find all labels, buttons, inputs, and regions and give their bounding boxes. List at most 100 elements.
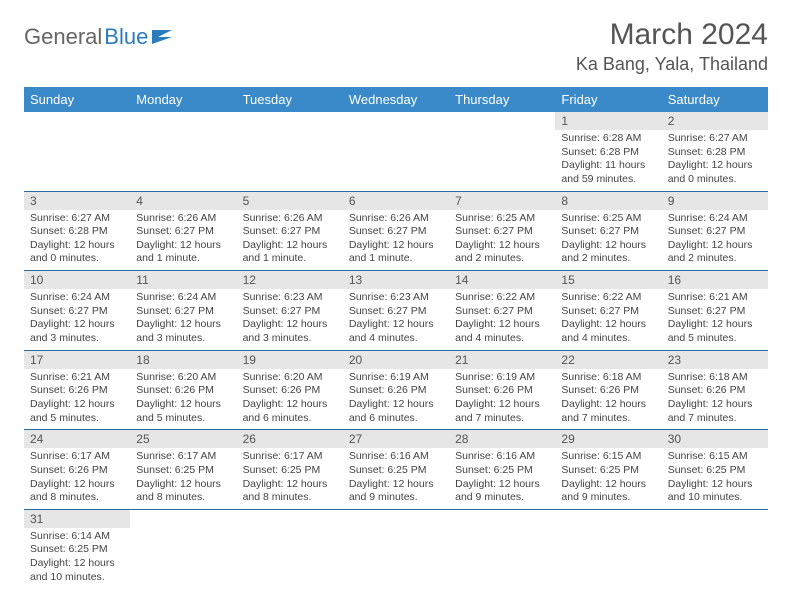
weekday-header: Tuesday (237, 87, 343, 112)
day-body: Sunrise: 6:19 AMSunset: 6:26 PMDaylight:… (343, 369, 449, 430)
daylight-text: Daylight: 12 hours and 6 minutes. (243, 398, 337, 425)
sunrise-text: Sunrise: 6:21 AM (668, 291, 762, 305)
day-body: Sunrise: 6:23 AMSunset: 6:27 PMDaylight:… (237, 289, 343, 350)
daylight-text: Daylight: 12 hours and 5 minutes. (136, 398, 230, 425)
day-number: 10 (24, 271, 130, 289)
calendar-row: 31Sunrise: 6:14 AMSunset: 6:25 PMDayligh… (24, 509, 768, 588)
day-body: Sunrise: 6:22 AMSunset: 6:27 PMDaylight:… (555, 289, 661, 350)
logo-text-2: Blue (104, 24, 148, 50)
day-number: 7 (449, 192, 555, 210)
day-number: 16 (662, 271, 768, 289)
calendar-cell: 27Sunrise: 6:16 AMSunset: 6:25 PMDayligh… (343, 430, 449, 510)
day-number: 26 (237, 430, 343, 448)
sunset-text: Sunset: 6:27 PM (561, 305, 655, 319)
day-number: 17 (24, 351, 130, 369)
sunset-text: Sunset: 6:25 PM (561, 464, 655, 478)
day-number: 29 (555, 430, 661, 448)
calendar-cell: 4Sunrise: 6:26 AMSunset: 6:27 PMDaylight… (130, 191, 236, 271)
sunrise-text: Sunrise: 6:15 AM (561, 450, 655, 464)
calendar-cell: 1Sunrise: 6:28 AMSunset: 6:28 PMDaylight… (555, 112, 661, 191)
weekday-header-row: Sunday Monday Tuesday Wednesday Thursday… (24, 87, 768, 112)
sunrise-text: Sunrise: 6:16 AM (349, 450, 443, 464)
day-body: Sunrise: 6:19 AMSunset: 6:26 PMDaylight:… (449, 369, 555, 430)
weekday-header: Sunday (24, 87, 130, 112)
day-number: 27 (343, 430, 449, 448)
calendar-cell (24, 112, 130, 191)
sunset-text: Sunset: 6:27 PM (561, 225, 655, 239)
sunrise-text: Sunrise: 6:25 AM (455, 212, 549, 226)
calendar-cell (343, 112, 449, 191)
calendar-cell: 29Sunrise: 6:15 AMSunset: 6:25 PMDayligh… (555, 430, 661, 510)
day-body: Sunrise: 6:15 AMSunset: 6:25 PMDaylight:… (662, 448, 768, 509)
day-body: Sunrise: 6:21 AMSunset: 6:26 PMDaylight:… (24, 369, 130, 430)
day-number: 20 (343, 351, 449, 369)
calendar-cell: 17Sunrise: 6:21 AMSunset: 6:26 PMDayligh… (24, 350, 130, 430)
calendar-cell: 31Sunrise: 6:14 AMSunset: 6:25 PMDayligh… (24, 509, 130, 588)
calendar-cell: 28Sunrise: 6:16 AMSunset: 6:25 PMDayligh… (449, 430, 555, 510)
day-number: 31 (24, 510, 130, 528)
sunset-text: Sunset: 6:25 PM (30, 543, 124, 557)
sunset-text: Sunset: 6:26 PM (561, 384, 655, 398)
sunrise-text: Sunrise: 6:20 AM (243, 371, 337, 385)
day-number: 15 (555, 271, 661, 289)
sunrise-text: Sunrise: 6:28 AM (561, 132, 655, 146)
day-body: Sunrise: 6:26 AMSunset: 6:27 PMDaylight:… (237, 210, 343, 271)
sunset-text: Sunset: 6:25 PM (136, 464, 230, 478)
day-body: Sunrise: 6:23 AMSunset: 6:27 PMDaylight:… (343, 289, 449, 350)
day-body: Sunrise: 6:22 AMSunset: 6:27 PMDaylight:… (449, 289, 555, 350)
daylight-text: Daylight: 12 hours and 4 minutes. (349, 318, 443, 345)
sunrise-text: Sunrise: 6:21 AM (30, 371, 124, 385)
calendar-cell: 22Sunrise: 6:18 AMSunset: 6:26 PMDayligh… (555, 350, 661, 430)
sunrise-text: Sunrise: 6:16 AM (455, 450, 549, 464)
day-number: 25 (130, 430, 236, 448)
calendar-cell: 9Sunrise: 6:24 AMSunset: 6:27 PMDaylight… (662, 191, 768, 271)
day-body: Sunrise: 6:18 AMSunset: 6:26 PMDaylight:… (555, 369, 661, 430)
calendar-cell (662, 509, 768, 588)
logo-text-1: General (24, 24, 102, 50)
day-body: Sunrise: 6:24 AMSunset: 6:27 PMDaylight:… (130, 289, 236, 350)
sunrise-text: Sunrise: 6:24 AM (136, 291, 230, 305)
day-body: Sunrise: 6:16 AMSunset: 6:25 PMDaylight:… (343, 448, 449, 509)
daylight-text: Daylight: 12 hours and 2 minutes. (561, 239, 655, 266)
sunset-text: Sunset: 6:27 PM (668, 225, 762, 239)
day-body: Sunrise: 6:28 AMSunset: 6:28 PMDaylight:… (555, 130, 661, 191)
calendar-cell: 15Sunrise: 6:22 AMSunset: 6:27 PMDayligh… (555, 271, 661, 351)
calendar-cell: 26Sunrise: 6:17 AMSunset: 6:25 PMDayligh… (237, 430, 343, 510)
day-number: 14 (449, 271, 555, 289)
sunrise-text: Sunrise: 6:19 AM (349, 371, 443, 385)
calendar-row: 3Sunrise: 6:27 AMSunset: 6:28 PMDaylight… (24, 191, 768, 271)
sunrise-text: Sunrise: 6:17 AM (30, 450, 124, 464)
daylight-text: Daylight: 12 hours and 4 minutes. (455, 318, 549, 345)
day-number: 1 (555, 112, 661, 130)
day-body: Sunrise: 6:24 AMSunset: 6:27 PMDaylight:… (662, 210, 768, 271)
day-number: 19 (237, 351, 343, 369)
calendar-cell: 21Sunrise: 6:19 AMSunset: 6:26 PMDayligh… (449, 350, 555, 430)
day-body: Sunrise: 6:26 AMSunset: 6:27 PMDaylight:… (130, 210, 236, 271)
day-number: 23 (662, 351, 768, 369)
weekday-header: Friday (555, 87, 661, 112)
calendar-cell: 20Sunrise: 6:19 AMSunset: 6:26 PMDayligh… (343, 350, 449, 430)
sunrise-text: Sunrise: 6:27 AM (668, 132, 762, 146)
calendar-cell (343, 509, 449, 588)
day-body: Sunrise: 6:27 AMSunset: 6:28 PMDaylight:… (662, 130, 768, 191)
title-month: March 2024 (576, 18, 768, 52)
sunset-text: Sunset: 6:27 PM (668, 305, 762, 319)
calendar-cell (237, 112, 343, 191)
sunrise-text: Sunrise: 6:17 AM (136, 450, 230, 464)
day-body: Sunrise: 6:15 AMSunset: 6:25 PMDaylight:… (555, 448, 661, 509)
daylight-text: Daylight: 12 hours and 9 minutes. (349, 478, 443, 505)
sunset-text: Sunset: 6:26 PM (455, 384, 549, 398)
day-number: 9 (662, 192, 768, 210)
daylight-text: Daylight: 12 hours and 2 minutes. (455, 239, 549, 266)
sunrise-text: Sunrise: 6:22 AM (561, 291, 655, 305)
day-number: 4 (130, 192, 236, 210)
sunrise-text: Sunrise: 6:14 AM (30, 530, 124, 544)
calendar-cell: 10Sunrise: 6:24 AMSunset: 6:27 PMDayligh… (24, 271, 130, 351)
calendar-cell (130, 112, 236, 191)
title-location: Ka Bang, Yala, Thailand (576, 54, 768, 75)
sunset-text: Sunset: 6:27 PM (136, 305, 230, 319)
sunrise-text: Sunrise: 6:26 AM (136, 212, 230, 226)
sunset-text: Sunset: 6:27 PM (136, 225, 230, 239)
day-number: 11 (130, 271, 236, 289)
calendar-row: 17Sunrise: 6:21 AMSunset: 6:26 PMDayligh… (24, 350, 768, 430)
